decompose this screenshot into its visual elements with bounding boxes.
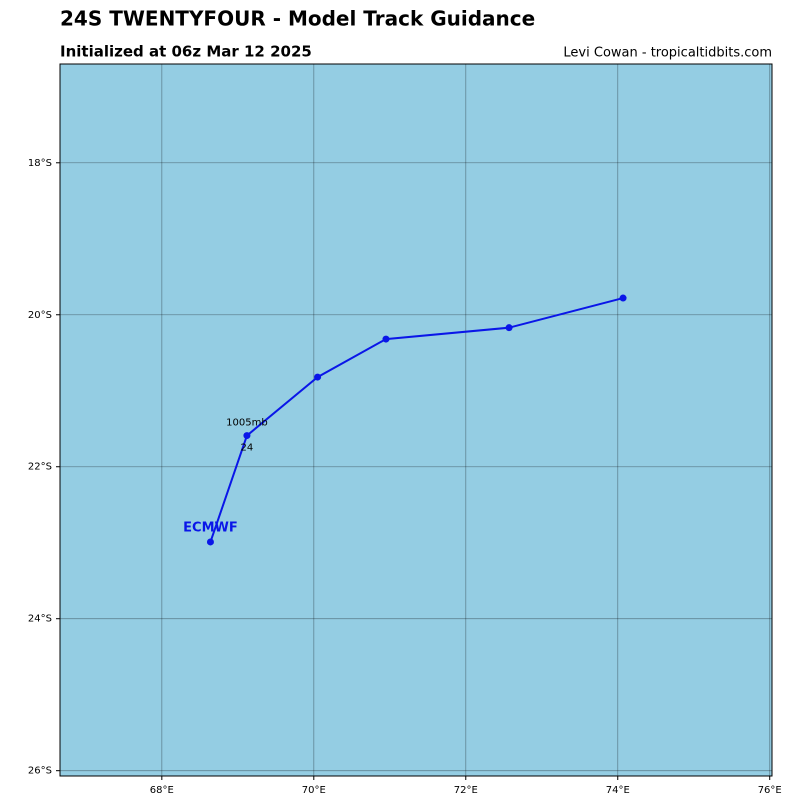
credit: Levi Cowan - tropicaltidbits.com	[563, 46, 772, 61]
plot-frame	[59, 63, 773, 777]
x-tick-label: 70°E	[302, 785, 326, 796]
y-tick-label: 18°S	[28, 158, 52, 169]
x-tick-label: 68°E	[150, 785, 174, 796]
track-point	[243, 432, 251, 440]
hour-label: 24	[241, 443, 254, 454]
track-point	[314, 373, 322, 381]
y-tick-label: 22°S	[28, 462, 52, 473]
track-line	[209, 297, 624, 543]
y-tick-label: 24°S	[28, 614, 52, 625]
track-point	[382, 335, 390, 343]
x-tick-label: 74°E	[606, 785, 630, 796]
y-tick-label: 20°S	[28, 310, 52, 321]
map-background	[60, 64, 772, 776]
track-point	[619, 294, 627, 302]
model-label: ECMWF	[183, 520, 238, 535]
x-tick-label: 72°E	[454, 785, 478, 796]
track-point	[505, 324, 513, 332]
x-tick-label: 76°E	[758, 785, 782, 796]
chart-subtitle: Initialized at 06z Mar 12 2025	[60, 43, 312, 61]
chart-title: 24S TWENTYFOUR - Model Track Guidance	[60, 7, 535, 31]
pressure-label: 1005mb	[226, 418, 268, 429]
track-point	[206, 538, 214, 546]
y-tick-label: 26°S	[28, 766, 52, 777]
